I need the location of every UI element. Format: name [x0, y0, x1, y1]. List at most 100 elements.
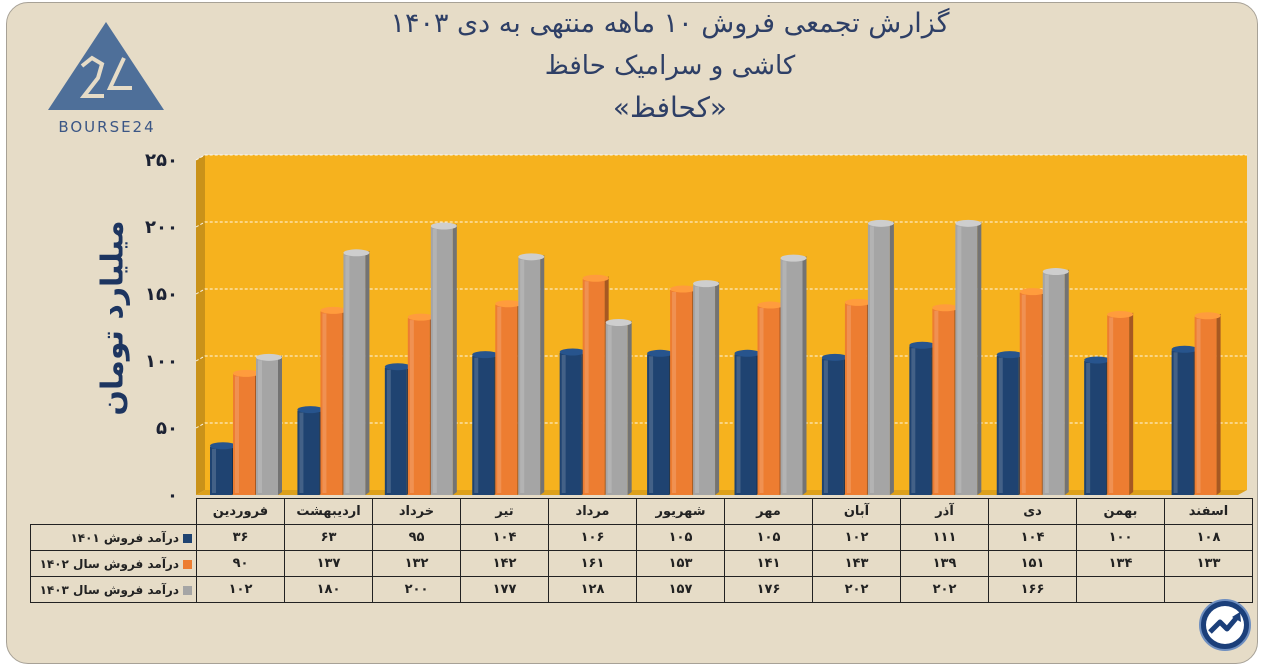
legend-label: درآمد فروش سال ۱۴۰۲: [39, 556, 179, 571]
bar: [343, 249, 370, 495]
table-corner: [30, 498, 197, 525]
data-label: ۱۳۳: [1164, 550, 1253, 577]
y-tick-label: ۲۰۰: [145, 217, 178, 238]
trend-badge-icon: [1198, 598, 1252, 652]
bar: [821, 353, 848, 495]
data-label: ۱۰۲: [196, 576, 285, 603]
bar: [647, 349, 674, 495]
data-label: ۱۰۴: [460, 524, 549, 551]
bar: [996, 351, 1023, 495]
data-label: ۱۰۸: [1164, 524, 1253, 551]
data-label: ۱۴۱: [724, 550, 813, 577]
data-label: ۱۵۱: [988, 550, 1077, 577]
data-table: فروردین اردیبهشت خرداد تیر مرداد شهریور مهر آبا…: [30, 498, 1253, 603]
data-label: ۱۳۹: [900, 550, 989, 577]
legend-label: درآمد فروش سال ۱۴۰۳: [39, 582, 179, 597]
category-label: دی: [988, 498, 1077, 525]
gridline: [195, 355, 1247, 362]
plot-floor: [196, 490, 1247, 495]
category-label: فروردین: [196, 498, 285, 525]
data-label: ۱۳۴: [1076, 550, 1165, 577]
y-tick-label: ۱۰۰: [145, 351, 178, 372]
data-label: ۱۱۱: [900, 524, 989, 551]
bar: [320, 306, 347, 495]
legend-entry: درآمد فروش سال ۱۴۰۲: [30, 550, 197, 577]
y-tick-label: ۲۵۰: [145, 150, 178, 171]
bar: [430, 222, 457, 495]
data-label: [1076, 576, 1165, 603]
data-label: ۱۰۵: [636, 524, 725, 551]
series-row: درآمد فروش ۱۴۰۱ ۳۶ ۶۳ ۹۵ ۱۰۴ ۱۰۶ ۱۰۵ ۱۰۵ ۱۰۲ ۱۱۱ ۱…: [30, 524, 1253, 551]
data-label: ۶۳: [284, 524, 373, 551]
legend-swatch: [183, 533, 192, 543]
y-axis-label: میلیارد تومان: [95, 220, 131, 416]
bar: [1171, 345, 1198, 495]
data-label: ۳۶: [196, 524, 285, 551]
data-label: ۱۶۶: [988, 576, 1077, 603]
category-row: فروردین اردیبهشت خرداد تیر مرداد شهریور مهر آبا…: [30, 498, 1253, 525]
bar: [297, 406, 324, 495]
bar: [955, 219, 982, 495]
data-label: ۱۲۸: [548, 576, 637, 603]
bar: [867, 219, 894, 495]
data-label: ۱۴۳: [812, 550, 901, 577]
bar: [233, 369, 259, 495]
legend-label: درآمد فروش ۱۴۰۱: [70, 530, 179, 545]
category-label: تیر: [460, 498, 549, 525]
bar: [210, 442, 236, 495]
bar: [909, 341, 936, 495]
gridline: [195, 422, 1247, 429]
data-label: ۱۳۲: [372, 550, 461, 577]
bar: [495, 300, 522, 495]
category-label: اردیبهشت: [284, 498, 373, 525]
gridline: [195, 154, 1247, 161]
gridline: [195, 221, 1247, 228]
bar: [256, 353, 282, 495]
bar: [844, 298, 871, 495]
data-label: ۲۰۲: [900, 576, 989, 603]
category-label: مرداد: [548, 498, 637, 525]
series-row: درآمد فروش سال ۱۴۰۲ ۹۰ ۱۳۷ ۱۳۲ ۱۴۲ ۱۶۱ ۱۵۳ ۱۴۱ ۱…: [30, 550, 1253, 577]
bar: [734, 349, 761, 495]
data-label: ۱۷۷: [460, 576, 549, 603]
legend-entry: درآمد فروش سال ۱۴۰۳: [30, 576, 197, 603]
bar: [693, 280, 720, 495]
data-label: ۱۰۴: [988, 524, 1077, 551]
data-label: ۱۷۶: [724, 576, 813, 603]
data-label: ۱۰۰: [1076, 524, 1165, 551]
bar: [384, 363, 411, 495]
bar: [1084, 356, 1111, 495]
plot-side-wall: [196, 155, 205, 495]
legend-swatch: [183, 585, 192, 595]
data-label: ۱۰۶: [548, 524, 637, 551]
data-label: ۲۰۲: [812, 576, 901, 603]
chart-title: گزارش تجمعی فروش ۱۰ ماهه منتهی به دی ۱۴۰…: [390, 8, 950, 39]
chart-ticker: «کحافظ»: [612, 91, 728, 124]
bar: [1042, 268, 1069, 495]
series-row: درآمد فروش سال ۱۴۰۳ ۱۰۲ ۱۸۰ ۲۰۰ ۱۷۷ ۱۲۸ ۱۵۷ ۱۷۶…: [30, 576, 1253, 603]
chart-subtitle: کاشی و سرامیک حافظ: [544, 51, 796, 81]
data-label: ۹۵: [372, 524, 461, 551]
data-label: ۱۵۷: [636, 576, 725, 603]
data-label: ۱۳۷: [284, 550, 373, 577]
category-label: آذر: [900, 498, 989, 525]
y-tick-label: ۱۵۰: [145, 284, 178, 305]
bar: [407, 313, 434, 495]
y-tick-label: ۰: [167, 485, 178, 506]
bar: [472, 351, 499, 495]
category-label: مهر: [724, 498, 813, 525]
y-tick-label: ۵۰: [156, 418, 178, 439]
bar: [582, 274, 609, 495]
data-label: ۱۵۳: [636, 550, 725, 577]
data-label: [1164, 576, 1253, 603]
data-label: ۱۴۲: [460, 550, 549, 577]
bar: [559, 348, 586, 495]
bar: [932, 304, 959, 495]
category-label: بهمن: [1076, 498, 1165, 525]
data-label: ۱۰۵: [724, 524, 813, 551]
bar: [757, 301, 784, 495]
bar: [518, 253, 545, 495]
bar: [670, 285, 697, 495]
data-label: ۹۰: [196, 550, 285, 577]
